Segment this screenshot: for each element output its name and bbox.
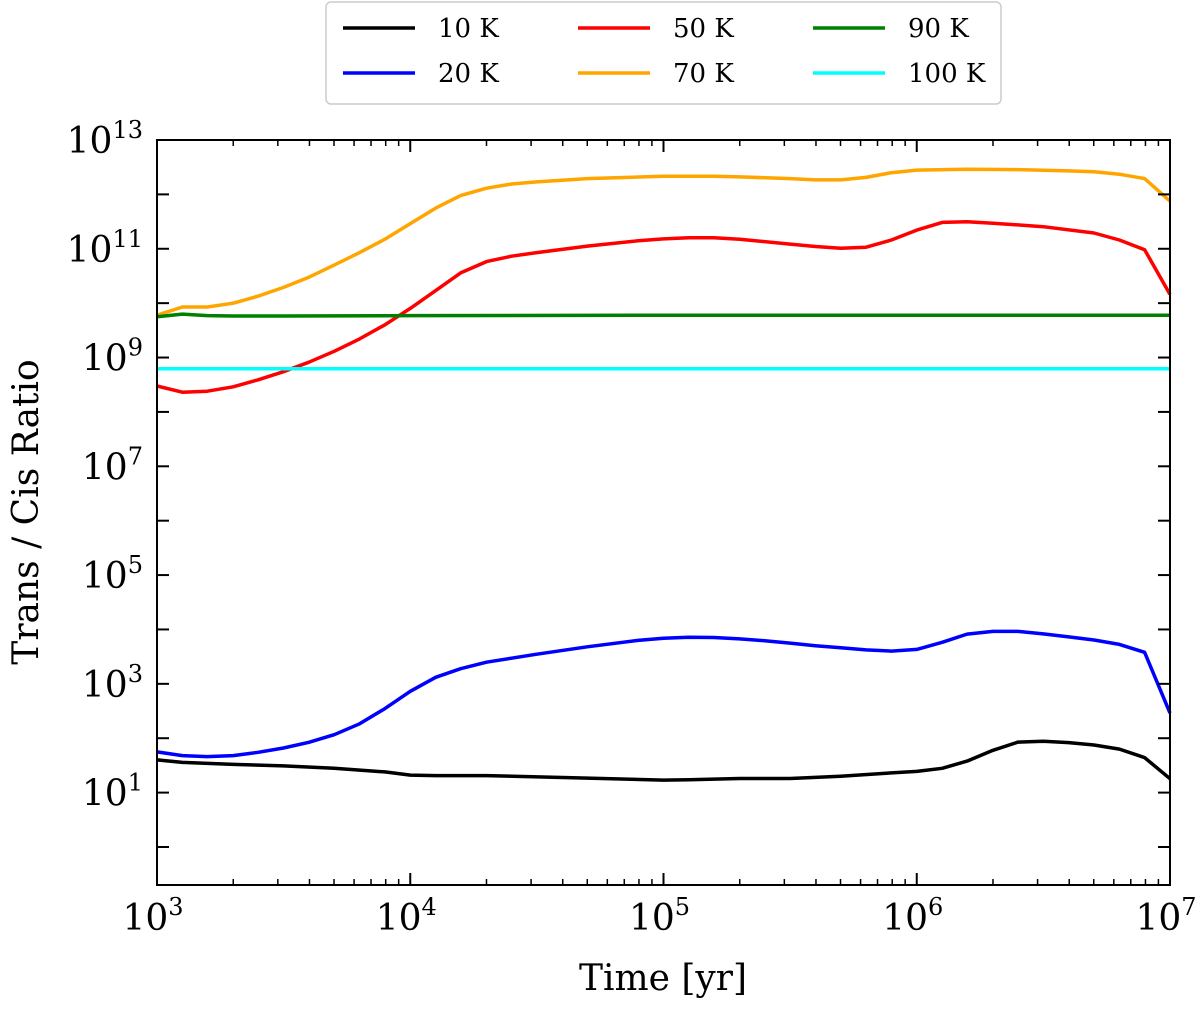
legend-label-20-k: 20 K: [438, 59, 499, 89]
y-tick-label: 1011: [67, 225, 143, 271]
x-tick-label: 103: [122, 893, 183, 939]
legend-label-100-k: 100 K: [908, 59, 986, 89]
series-line-70-k: [156, 167, 1172, 317]
x-axis-title: Time [yr]: [579, 958, 747, 999]
series-line-90-k: [156, 312, 1170, 319]
y-axis-title: Trans / Cis Ratio: [6, 359, 47, 664]
series-line-50-k: [156, 219, 1172, 394]
axis-ticks: 103 104 105 106 107 101 103 105 107 109 1011 1013: [67, 116, 1197, 939]
y-tick-label: 107: [82, 442, 143, 488]
y-tick-label: 1013: [67, 116, 143, 162]
series-line-10-k: [156, 739, 1172, 782]
legend-label-50-k: 50 K: [673, 14, 734, 44]
y-tick-label: 103: [82, 660, 143, 706]
x-tick-label: 106: [882, 893, 943, 939]
plot-frame: [156, 139, 1171, 886]
x-tick-label: 104: [376, 893, 437, 939]
legend-label-90-k: 90 K: [908, 14, 969, 44]
y-tick-label: 101: [82, 769, 143, 815]
legend-label-70-k: 70 K: [673, 59, 734, 89]
series-line-20-k: [156, 629, 1172, 759]
legend-frame: [325, 1, 1002, 105]
y-tick-label: 109: [82, 334, 143, 380]
series-layer: [156, 167, 1172, 782]
y-tick-label: 105: [82, 551, 143, 597]
x-tick-label: 107: [1135, 893, 1196, 939]
legend: 10 K 20 K 50 K 70 K 90 K 100 K: [325, 1, 1002, 105]
legend-label-10-k: 10 K: [438, 14, 499, 44]
x-tick-label: 105: [629, 893, 690, 939]
